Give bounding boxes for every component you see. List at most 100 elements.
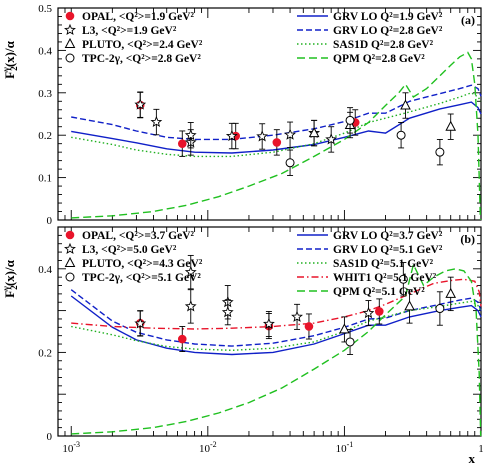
legend-entry: L3, <Q²>=1.9 GeV²: [82, 25, 177, 37]
legend-entry: PLUTO, <Q²>=4.3 GeV²: [82, 258, 203, 270]
data-point-tpc2: [345, 115, 355, 125]
x-tick-base: 10: [199, 443, 211, 455]
y-tick-label: 0: [47, 431, 53, 443]
y-tick-label: 0.4: [38, 264, 52, 276]
legend-entry: OPAL, <Q²>=3.7 GeV²: [82, 230, 194, 242]
y-axis-title-main: F: [2, 71, 17, 79]
data-point-opal: [272, 138, 282, 147]
legend-entry: TPC-2γ, <Q²>=2.8 GeV²: [82, 53, 201, 65]
x-tick-base: 10: [336, 443, 348, 455]
series-line-grv: [70, 295, 482, 356]
legend-entry: PLUTO, <Q²>=2.4 GeV²: [82, 39, 203, 51]
y-tick-label: 0: [47, 215, 53, 227]
y-axis-title-superscript: γ: [1, 285, 11, 291]
series-line-grv: [71, 84, 482, 141]
series-line-qpm: [71, 262, 482, 437]
legend-entry: QPM Q²=2.8 GeV²: [333, 53, 425, 65]
legend-marker: [64, 242, 76, 254]
legend-entry: OPAL, <Q²>=1.9 GeV²: [82, 11, 194, 23]
data-point-l3: [184, 300, 197, 312]
legend-marker: [64, 37, 76, 48]
legend-marker: [65, 230, 75, 240]
data-point-pluto: [400, 99, 411, 110]
x-tick-label: 10-3: [62, 440, 80, 455]
legend-marker: [65, 11, 75, 21]
y-axis-title-rest: (x)/α: [2, 259, 17, 286]
legend-entry: TPC-2γ, <Q²>=5.1 GeV²: [82, 272, 201, 284]
y-tick-label: 0.3: [38, 88, 52, 100]
data-point-tpc2: [285, 158, 295, 168]
data-point-pluto: [404, 300, 415, 311]
legend-entry: GRV LO Q²=2.8 GeV²: [333, 25, 443, 37]
series-line-qpm: [71, 51, 482, 221]
y-tick-label: 0.2: [38, 130, 52, 142]
data-point-tpc2: [435, 147, 445, 157]
y-tick-label: 0.5: [38, 3, 52, 15]
y-axis-title-rest: (x)/α: [2, 40, 17, 67]
data-point-pluto: [445, 120, 457, 131]
chart-panel-a: 0 0.1 0.2 0.3 0.4 0.5 F2γ(x)/α (a) OPAL, <Q²>=1.…: [1, 3, 482, 227]
x-tick-label: 10-2: [199, 440, 217, 455]
x-tick-exponent: -2: [210, 440, 217, 449]
legend-entry: WHIT1 Q²=5.1 GeV²: [333, 272, 437, 284]
series-line-sas1d: [71, 300, 482, 352]
series-line-grv: [71, 101, 482, 154]
panel-label: (b): [460, 232, 475, 246]
legend-entry: SAS1D Q²=2.8 GeV²: [333, 39, 434, 51]
data-point-tpc2: [396, 130, 406, 140]
data-point-tpc2: [435, 304, 445, 314]
y-tick-label: 0.1: [38, 173, 52, 185]
legend-entry: GRV LO Q²=1.9 GeV²: [333, 11, 443, 23]
x-tick-base: 10: [62, 443, 74, 455]
data-point-opal: [374, 307, 384, 316]
data-point-opal: [177, 334, 187, 344]
data-point-l3: [284, 128, 296, 140]
data-point-l3: [256, 130, 269, 142]
data-point-tpc2: [398, 274, 408, 284]
legend-entry: QPM Q²=5.1 GeV²: [333, 286, 425, 298]
y-tick-label: 0.2: [38, 347, 52, 359]
plot-frame: [57, 226, 482, 437]
legend-entry: GRV LO Q²=5.1 GeV²: [333, 244, 443, 256]
legend-marker: [65, 53, 75, 63]
data-point-pluto: [339, 323, 350, 334]
data-point-pluto: [445, 287, 457, 298]
x-tick-exponent: -1: [347, 440, 354, 449]
data-point-pluto: [308, 127, 320, 138]
x-tick-exponent: -3: [73, 440, 80, 449]
series-line-sas1d: [71, 92, 482, 158]
y-axis-title: F2γ(x)/α: [1, 40, 19, 78]
x-tick-base: 1: [478, 443, 483, 455]
data-point-l3: [184, 265, 197, 278]
legend-entry: L3, <Q²>=5.0 GeV²: [82, 244, 177, 256]
data-point-l3: [221, 306, 234, 318]
data-point-l3: [291, 310, 303, 322]
y-axis-title: F2γ(x)/α: [1, 259, 19, 297]
data-point-l3: [150, 115, 163, 128]
legend-marker: [64, 23, 76, 35]
data-point-l3: [225, 129, 238, 142]
x-tick-label: 1: [478, 443, 483, 455]
x-tick-label: 10-1: [336, 440, 354, 455]
y-axis-title-subscript: 2: [9, 285, 19, 290]
data-point-opal: [177, 139, 187, 148]
y-axis-title-superscript: γ: [1, 66, 11, 72]
data-point-l3: [184, 129, 197, 141]
data-point-l3: [362, 306, 375, 319]
panel-label: (a): [461, 13, 475, 27]
data-point-l3: [325, 133, 338, 145]
data-point-tpc2: [345, 337, 355, 347]
legend-entry: GRV LO Q²=3.7 GeV²: [333, 230, 443, 242]
legend-marker: [64, 256, 76, 267]
y-tick-label: 0.4: [38, 45, 52, 57]
y-axis-title-subscript: 2: [9, 66, 19, 71]
data-point-opal: [304, 322, 314, 331]
data-point-l3: [134, 98, 147, 110]
legend-entry: SAS1D Q²=5.1 GeV²: [333, 258, 434, 270]
legend-marker: [65, 272, 75, 282]
y-axis-title-main: F: [2, 290, 17, 298]
data-point-l3: [134, 317, 147, 329]
chart-panel-b: 0 0.2 0.4 F2γ(x)/α (b) OPAL, <Q²>=3.7 GeV² L3,…: [1, 226, 483, 466]
x-axis-title: x: [469, 451, 476, 466]
